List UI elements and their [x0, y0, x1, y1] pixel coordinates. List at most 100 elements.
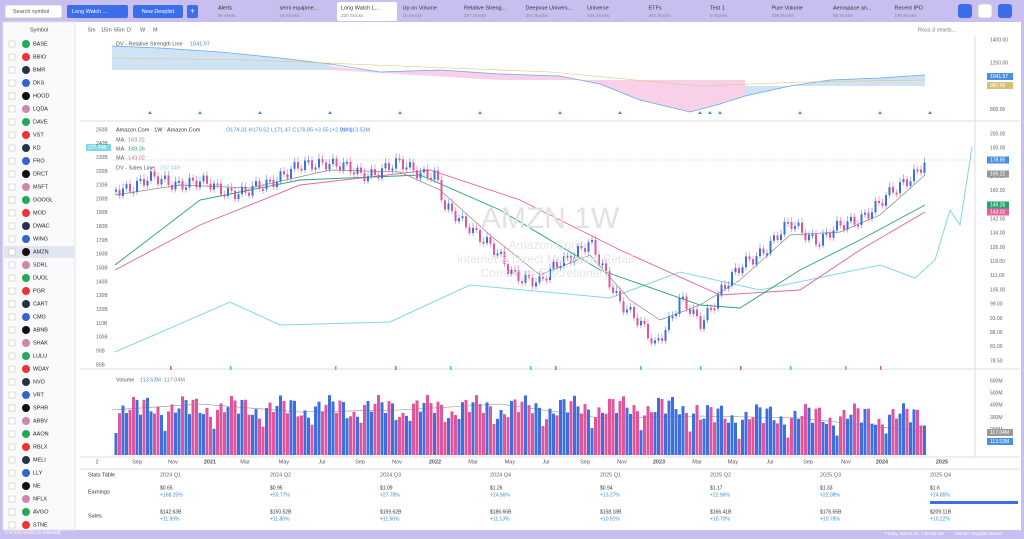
symbol[interactable]: WDAY: [33, 366, 49, 372]
tab-name[interactable]: Universe: [587, 5, 609, 11]
symbol[interactable]: SDRL: [33, 262, 48, 268]
symbol[interactable]: HOOD: [33, 93, 50, 99]
symbol[interactable]: AVGO: [33, 509, 49, 515]
symbol[interactable]: LULU: [33, 353, 47, 359]
tab-count[interactable]: 306 Stocks: [772, 13, 795, 18]
tab-name[interactable]: Deepvue Univers...: [526, 5, 573, 11]
symbol[interactable]: BBIO: [33, 54, 47, 60]
tab-name[interactable]: Up on Volume: [403, 5, 438, 11]
checkbox[interactable]: [8, 209, 16, 217]
symbol[interactable]: STNE: [33, 522, 48, 528]
symbol[interactable]: AMZN: [33, 249, 49, 255]
new-button-text[interactable]: New Deeplist: [142, 9, 175, 15]
checkbox[interactable]: [8, 300, 16, 308]
watchlist-select[interactable]: [67, 5, 128, 18]
symbol[interactable]: LQDA: [33, 106, 48, 112]
tab-count[interactable]: 244 Stocks: [587, 13, 610, 18]
checkbox[interactable]: [8, 391, 16, 399]
tab-count[interactable]: 220 Stocks: [341, 13, 364, 18]
tab-count[interactable]: 86 Alerts: [218, 13, 236, 18]
tab-name[interactable]: Long Watch L...: [341, 5, 380, 11]
checkbox[interactable]: [8, 118, 16, 126]
add-text[interactable]: +: [190, 7, 195, 16]
checkbox[interactable]: [8, 404, 16, 412]
interval[interactable]: 65m: [114, 27, 125, 33]
symbol[interactable]: NFLX: [33, 496, 47, 502]
checkbox[interactable]: [8, 456, 16, 464]
tab-name[interactable]: Alerts: [218, 5, 232, 11]
symbol[interactable]: CMG: [33, 314, 46, 320]
checkbox[interactable]: [8, 261, 16, 269]
symbol[interactable]: RBLX: [33, 444, 48, 450]
symbol[interactable]: DUOL: [33, 275, 48, 281]
symbol[interactable]: DRCT: [33, 171, 49, 177]
checkbox[interactable]: [8, 235, 16, 243]
interval[interactable]: 5m: [88, 27, 96, 33]
checkbox[interactable]: [8, 157, 16, 165]
tab-name[interactable]: semi equipme...: [280, 5, 319, 11]
checkbox[interactable]: [8, 339, 16, 347]
checkbox[interactable]: [8, 131, 16, 139]
symbol[interactable]: FRO: [33, 158, 45, 164]
tab-count[interactable]: 0 Stocks: [710, 13, 728, 18]
checkbox[interactable]: [8, 53, 16, 61]
symbol[interactable]: NE: [33, 483, 41, 489]
search-text[interactable]: Search symbol: [13, 9, 49, 15]
symbol[interactable]: VST: [33, 132, 44, 138]
symbol[interactable]: WING: [33, 236, 48, 242]
search-box[interactable]: [4, 4, 63, 19]
symbol[interactable]: VRT: [33, 392, 45, 398]
checkbox[interactable]: [8, 417, 16, 425]
symbol[interactable]: DAVE: [33, 119, 48, 125]
checkbox[interactable]: [8, 521, 16, 529]
tab-name[interactable]: Test 1: [710, 5, 725, 11]
checkbox[interactable]: [8, 365, 16, 373]
checkbox[interactable]: [8, 430, 16, 438]
symbol[interactable]: PGR: [33, 288, 45, 294]
symbol[interactable]: LLY: [33, 470, 43, 476]
symbol[interactable]: KD: [33, 145, 41, 151]
tab-name[interactable]: Pure Volume: [772, 5, 804, 11]
checkbox[interactable]: [8, 495, 16, 503]
symbol[interactable]: MOD: [33, 210, 46, 216]
checkbox[interactable]: [8, 378, 16, 386]
tab-count[interactable]: 18 Stocks: [280, 13, 301, 18]
interval[interactable]: W: [140, 27, 146, 33]
symbol[interactable]: SHAK: [33, 340, 48, 346]
checkbox[interactable]: [8, 352, 16, 360]
checkbox[interactable]: [8, 105, 16, 113]
tab-count[interactable]: 287 Stocks: [464, 13, 487, 18]
icon-button[interactable]: [977, 3, 993, 19]
checkbox[interactable]: [8, 196, 16, 204]
symbol[interactable]: BMR: [33, 67, 45, 73]
checkbox[interactable]: [8, 40, 16, 48]
tab-count[interactable]: 462 Stocks: [649, 13, 672, 18]
tab-name[interactable]: ETFs: [649, 5, 662, 11]
watchlist-text[interactable]: Long Watch ...: [72, 9, 108, 15]
symbol[interactable]: MSFT: [33, 184, 49, 190]
checkbox[interactable]: [8, 469, 16, 477]
tab-count[interactable]: 55 Stocks: [833, 13, 854, 18]
checkbox[interactable]: [8, 92, 16, 100]
symbol[interactable]: GOOGL: [33, 197, 53, 203]
checkbox[interactable]: [8, 79, 16, 87]
interval[interactable]: M: [153, 27, 158, 33]
layout-select[interactable]: Ross 3 charts...: [918, 27, 957, 33]
tab-count[interactable]: 18 Stocks: [403, 13, 424, 18]
tab-name[interactable]: Aerospace an...: [833, 5, 872, 11]
interval[interactable]: 15m: [101, 27, 112, 33]
checkbox[interactable]: [8, 144, 16, 152]
checkbox[interactable]: [8, 508, 16, 516]
checkbox[interactable]: [8, 313, 16, 321]
icon-button[interactable]: [998, 4, 1012, 18]
tab-name[interactable]: Relative Streng...: [464, 5, 507, 11]
checkbox[interactable]: [8, 66, 16, 74]
symbol[interactable]: DKS: [33, 80, 45, 86]
tab-count[interactable]: 195 Stocks: [895, 13, 918, 18]
symbol[interactable]: ABBV: [33, 418, 48, 424]
symbol[interactable]: NVO: [33, 379, 46, 385]
symbol[interactable]: DWAC: [33, 223, 50, 229]
checkbox[interactable]: [8, 222, 16, 230]
icon-button[interactable]: [958, 4, 972, 18]
symbol[interactable]: CART: [33, 301, 49, 307]
